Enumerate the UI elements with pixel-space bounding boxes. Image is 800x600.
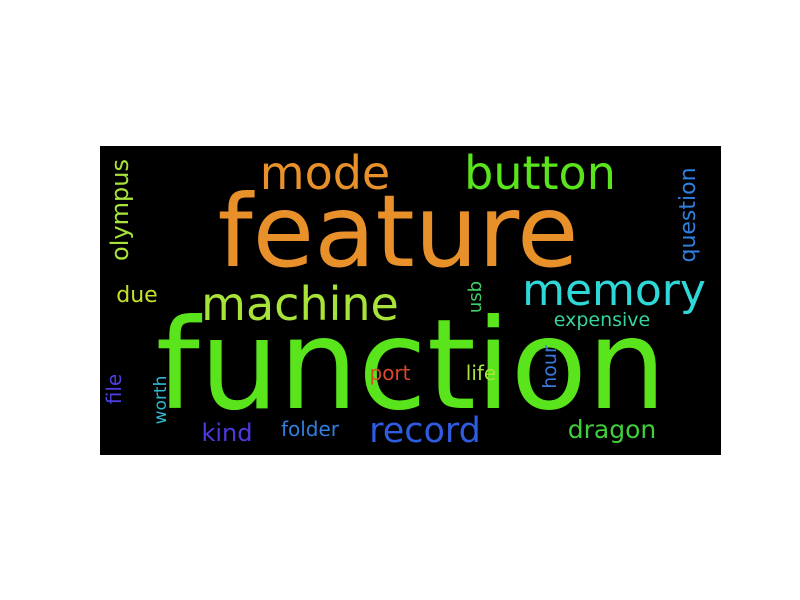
- word-life: life: [466, 361, 496, 385]
- word-worth: worth: [151, 376, 171, 425]
- word-memory: memory: [522, 265, 706, 316]
- word-feature: feature: [217, 173, 578, 290]
- word-question: question: [676, 167, 701, 262]
- word-expensive: expensive: [554, 309, 651, 331]
- word-file: file: [102, 374, 126, 404]
- word-function: function: [156, 293, 667, 438]
- word-record: record: [369, 411, 481, 451]
- word-due: due: [116, 283, 157, 308]
- word-cloud-background: [100, 146, 721, 455]
- word-hour: hour: [539, 345, 561, 389]
- word-folder: folder: [281, 417, 340, 441]
- word-kind: kind: [201, 419, 252, 447]
- word-port: port: [370, 361, 411, 385]
- word-mode: mode: [260, 146, 390, 200]
- word-olympus: olympus: [106, 159, 134, 261]
- word-machine: machine: [201, 277, 399, 331]
- word-button: button: [464, 146, 616, 200]
- word-usb: usb: [465, 281, 486, 313]
- word-dragon: dragon: [568, 415, 656, 444]
